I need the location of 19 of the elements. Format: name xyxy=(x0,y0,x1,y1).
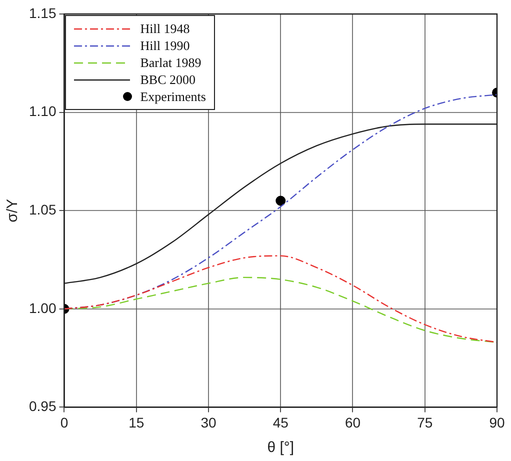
x-axis-title: θ [°] xyxy=(267,439,294,456)
legend-label: BBC 2000 xyxy=(140,72,196,88)
x-tick-label: 30 xyxy=(200,414,216,430)
legend-label: Hill 1948 xyxy=(140,20,190,36)
y-axis-title: σ/Y xyxy=(4,198,22,222)
x-tick-label: 45 xyxy=(272,414,289,430)
y-tick-label: 1.05 xyxy=(29,201,56,218)
x-tick-label: 75 xyxy=(417,414,433,430)
x-tick-label: 0 xyxy=(60,414,68,430)
y-tick-label: 1.00 xyxy=(29,300,56,316)
legend-label: Barlat 1989 xyxy=(140,54,202,70)
legend-label: Experiments xyxy=(140,88,206,104)
y-tick-label: 1.10 xyxy=(29,103,56,120)
legend-label: Hill 1990 xyxy=(140,38,190,54)
x-tick-label: 90 xyxy=(489,414,505,430)
x-tick-label: 15 xyxy=(128,414,144,430)
x-tick-label: 60 xyxy=(344,414,361,430)
y-tick-label: 0.95 xyxy=(29,398,56,414)
y-tick-label: 1.15 xyxy=(29,4,56,21)
